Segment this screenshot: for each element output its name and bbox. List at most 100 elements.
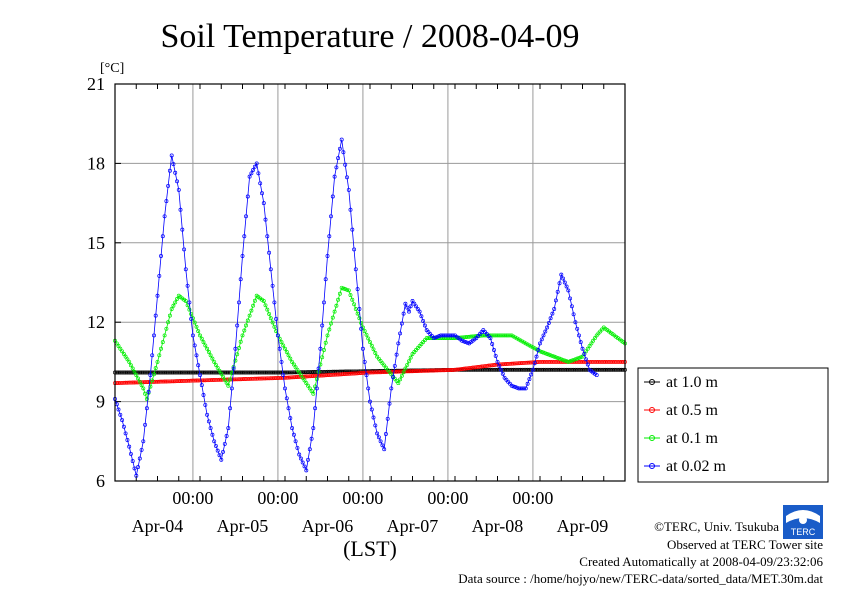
- data-point: [483, 364, 488, 369]
- data-point: [160, 340, 165, 345]
- data-point: [492, 363, 496, 367]
- data-point: [314, 377, 319, 382]
- data-point: [336, 372, 341, 377]
- data-point: [144, 406, 149, 411]
- data-point: [199, 383, 204, 388]
- data-point: [153, 313, 158, 318]
- data-point: [286, 375, 291, 380]
- series-at-0-02-m: [113, 137, 599, 478]
- data-point: [591, 338, 596, 343]
- data-point: [353, 267, 358, 272]
- data-point: [247, 174, 252, 179]
- data-point: [591, 359, 596, 364]
- data-point: [371, 347, 376, 352]
- data-point: [539, 337, 544, 342]
- data-point: [267, 250, 272, 255]
- data-point: [137, 379, 142, 384]
- data-point: [183, 299, 188, 303]
- data-point: [337, 291, 342, 296]
- data-point: [323, 373, 328, 378]
- data-point: [182, 247, 187, 252]
- data-point: [553, 355, 558, 360]
- data-point: [213, 443, 218, 448]
- data-point: [346, 187, 351, 192]
- data-point: [553, 298, 558, 303]
- data-point: [254, 161, 259, 166]
- data-point: [589, 341, 594, 346]
- data-point: [410, 299, 415, 303]
- data-point: [603, 367, 608, 372]
- data-point: [575, 326, 580, 331]
- data-point: [323, 340, 328, 345]
- data-point: [330, 372, 335, 377]
- data-point: [555, 355, 560, 360]
- data-point: [373, 351, 378, 355]
- data-point: [274, 370, 279, 375]
- data-point: [348, 371, 353, 376]
- data-point: [240, 333, 245, 338]
- data-point: [311, 370, 316, 374]
- data-point: [146, 389, 151, 394]
- data-point: [566, 367, 571, 372]
- data-point: [219, 371, 224, 376]
- data-point: [398, 377, 403, 382]
- data-point: [585, 362, 590, 367]
- data-point: [389, 386, 394, 391]
- data-point: [265, 234, 270, 239]
- data-point: [208, 378, 213, 383]
- data-point: [275, 370, 280, 375]
- data-point: [477, 364, 482, 369]
- data-point: [251, 376, 256, 381]
- data-point: [213, 362, 218, 367]
- data-point: [146, 380, 151, 384]
- data-point: [183, 267, 188, 272]
- data-point: [295, 367, 300, 372]
- data-point: [596, 367, 601, 372]
- data-point: [451, 333, 456, 338]
- data-point: [118, 346, 123, 351]
- data-point: [166, 320, 171, 325]
- data-point: [152, 333, 156, 338]
- x-tick-label: 00:00: [257, 488, 298, 508]
- data-point: [529, 372, 534, 377]
- data-point: [192, 343, 197, 348]
- data-point: [488, 333, 493, 338]
- legend-swatch-marker: [649, 407, 655, 413]
- data-point: [484, 363, 489, 368]
- data-point: [136, 376, 140, 381]
- data-point: [244, 323, 248, 328]
- data-point: [401, 370, 406, 375]
- data-point: [359, 371, 364, 375]
- data-point: [548, 353, 553, 358]
- data-point: [399, 373, 404, 378]
- data-point: [141, 439, 146, 444]
- data-point: [322, 300, 326, 305]
- data-point: [334, 165, 339, 170]
- data-point: [183, 370, 188, 375]
- data-point: [258, 181, 263, 186]
- data-point: [538, 341, 542, 346]
- data-point: [385, 416, 390, 421]
- data-point: [123, 380, 128, 385]
- data-point: [481, 333, 486, 338]
- data-point: [345, 287, 349, 292]
- data-point: [568, 296, 573, 301]
- data-point: [561, 357, 565, 362]
- data-point: [277, 346, 282, 351]
- data-point: [408, 369, 413, 374]
- data-point: [392, 363, 397, 368]
- data-point: [562, 358, 567, 363]
- x-date-label: Apr-04: [132, 516, 184, 536]
- data-point: [559, 357, 564, 362]
- data-point: [366, 336, 371, 341]
- data-point: [523, 386, 528, 391]
- credit-observed: Observed at TERC Tower site: [667, 537, 823, 552]
- data-point: [245, 370, 250, 375]
- data-point: [265, 307, 270, 312]
- data-point: [121, 352, 126, 356]
- y-tick-label: 12: [87, 312, 105, 332]
- data-point: [201, 393, 206, 397]
- data-point: [515, 385, 519, 390]
- legend-label: at 0.02 m: [666, 458, 727, 475]
- data-point: [327, 234, 332, 239]
